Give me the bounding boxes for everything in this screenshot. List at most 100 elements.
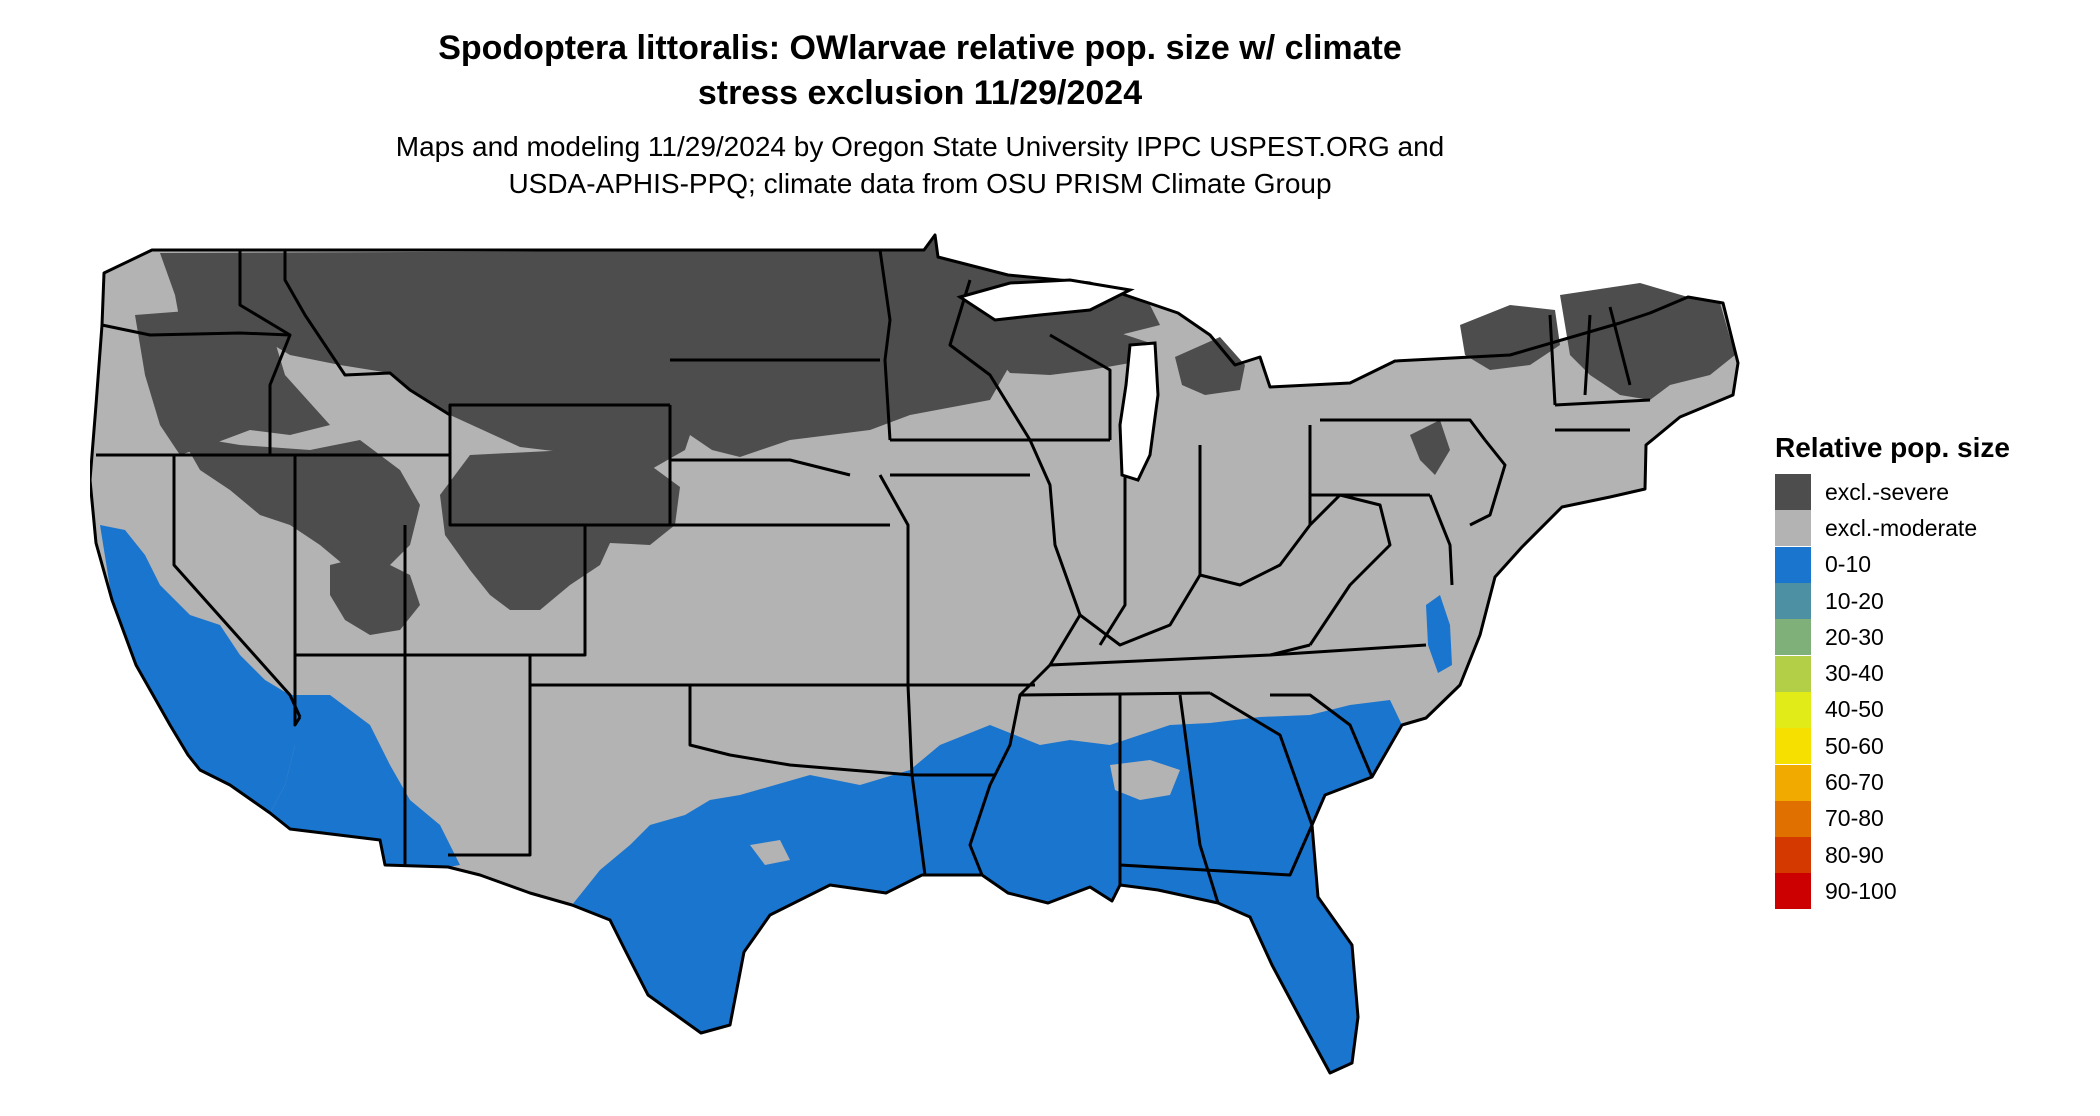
low-arizona-desert — [270, 695, 460, 867]
great-lakes — [956, 278, 1160, 482]
legend-items: excl.-severe excl.-moderate 0-10 10-20 20-30… — [1775, 474, 2010, 910]
legend-item: 50-60 — [1775, 728, 2010, 765]
severe-new-england — [1560, 283, 1735, 400]
legend-item: 20-30 — [1775, 619, 2010, 656]
border-nc-va — [1269, 643, 1427, 657]
border-sd-ne — [670, 458, 851, 477]
legend-label: 70-80 — [1825, 805, 1884, 832]
severe-upper-peninsula — [990, 333, 1150, 375]
legend: Relative pop. size excl.-severe excl.-mod… — [1775, 432, 2010, 910]
border-id-mt — [283, 250, 451, 417]
legend-label: 40-50 — [1825, 696, 1884, 723]
legend-swatch — [1775, 837, 1811, 874]
legend-title: Relative pop. size — [1775, 432, 2010, 463]
legend-item: 30-40 — [1775, 655, 2010, 692]
legend-swatch — [1775, 691, 1811, 728]
severe-regions — [135, 235, 1735, 635]
border-nj — [1469, 439, 1507, 527]
low-delmarva — [1426, 595, 1452, 673]
legend-swatch — [1775, 510, 1811, 547]
border-nv-ut — [293, 455, 302, 727]
border-wa-or — [101, 323, 291, 337]
map-title: Spodoptera littoralis: OWlarvae relative… — [0, 26, 1840, 116]
border-or-id — [238, 250, 292, 455]
legend-item: 90-100 — [1775, 873, 2010, 910]
us-land-moderate — [90, 235, 1738, 1073]
border-ohio-river — [1079, 524, 1312, 647]
legend-swatch — [1775, 583, 1811, 620]
border-nc-sc — [1270, 693, 1374, 778]
border-mississippi — [968, 439, 1082, 876]
severe-northern-plains — [160, 235, 1160, 475]
border-wv — [1308, 493, 1392, 646]
legend-item: 10-20 — [1775, 583, 2010, 620]
legend-item: excl.-severe — [1775, 474, 2010, 511]
border-nm-tx — [448, 655, 532, 857]
moderate-alabama-north — [1110, 760, 1180, 800]
legend-label: excl.-severe — [1825, 478, 1949, 505]
border-ga-sc — [1209, 691, 1314, 826]
us-outline — [90, 233, 1740, 1075]
border-wi-up — [1049, 333, 1112, 440]
legend-swatch — [1775, 873, 1811, 910]
map-subtitle: Maps and modeling 11/29/2024 by Oregon S… — [0, 128, 1840, 202]
state-borders — [90, 233, 1740, 1075]
severe-appalachian — [1410, 420, 1450, 475]
legend-label: 20-30 — [1825, 623, 1884, 650]
border-ma — [1554, 398, 1651, 432]
moderate-texas-patch — [750, 840, 790, 865]
legend-swatch — [1775, 800, 1811, 837]
severe-oregon-idaho — [135, 310, 330, 455]
border-mn-wi — [948, 279, 1032, 441]
border-ny-vt — [1548, 314, 1557, 406]
severe-great-basin — [180, 435, 420, 575]
legend-label: 10-20 — [1825, 587, 1884, 614]
legend-item: 80-90 — [1775, 837, 2010, 874]
border-tn-south — [1019, 691, 1211, 697]
legend-swatch — [1775, 619, 1811, 656]
legend-swatch — [1775, 546, 1811, 583]
legend-label: 0-10 — [1825, 551, 1872, 578]
lake-michigan — [1118, 341, 1160, 482]
low-california — [100, 525, 305, 813]
legend-item: 60-70 — [1775, 764, 2010, 801]
border-ks-mo — [878, 474, 914, 776]
border-dakota-mn — [878, 249, 892, 441]
legend-item: 0-10 — [1775, 546, 2010, 583]
subtitle-line-1: Maps and modeling 11/29/2024 by Oregon S… — [395, 131, 1445, 162]
title-line-2: stress exclusion 11/29/2024 — [697, 74, 1143, 112]
lake-superior — [956, 278, 1135, 322]
legend-label: excl.-moderate — [1825, 514, 1978, 541]
title-line-1: Spodoptera littoralis: OWlarvae relative… — [438, 29, 1402, 67]
border-co-nm — [405, 525, 587, 657]
subtitle-line-2: USDA-APHIS-PPQ; climate data from OSU PR… — [508, 168, 1332, 199]
border-la-tx — [910, 774, 927, 876]
border-mt-wy — [448, 403, 670, 415]
severe-michigan-north — [1175, 337, 1245, 395]
moderate-patches — [750, 760, 1180, 865]
severe-new-york-mts — [1460, 305, 1560, 370]
legend-item: excl.-moderate — [1775, 510, 2010, 547]
legend-swatch — [1775, 474, 1811, 511]
legend-label: 80-90 — [1825, 841, 1884, 868]
legend-item: 70-80 — [1775, 800, 2010, 837]
border-nh-me — [1608, 306, 1632, 386]
legend-item: 40-50 — [1775, 691, 2010, 728]
border-ok-tx — [688, 685, 913, 777]
legend-swatch — [1775, 764, 1811, 801]
border-il-in — [1098, 440, 1127, 646]
border-wy-south — [448, 405, 672, 527]
border-al-ga — [1178, 694, 1220, 904]
border-md-de — [1428, 494, 1454, 586]
legend-label: 30-40 — [1825, 660, 1884, 687]
legend-label: 60-70 — [1825, 769, 1884, 796]
legend-label: 50-60 — [1825, 732, 1884, 759]
severe-colorado-rockies — [440, 450, 680, 610]
severe-utah-az-mts — [330, 555, 420, 635]
legend-swatch — [1775, 655, 1811, 692]
legend-label: 90-100 — [1825, 877, 1897, 904]
border-ga-fl — [1119, 824, 1314, 877]
border-pa-ny — [1320, 418, 1487, 441]
legend-swatch — [1775, 728, 1811, 765]
border-vt-nh — [1583, 314, 1592, 396]
